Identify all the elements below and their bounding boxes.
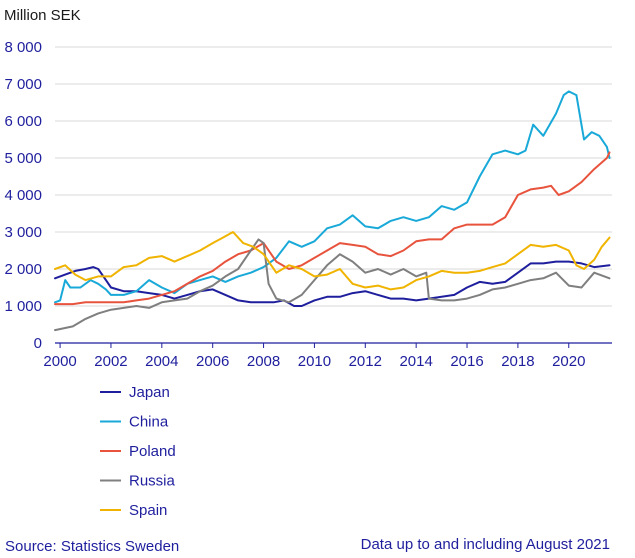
y-tick-label: 6 000 <box>4 113 42 130</box>
legend-label-japan: Japan <box>129 384 170 401</box>
x-tick-label: 2002 <box>94 353 127 370</box>
x-tick-label: 2008 <box>247 353 280 370</box>
y-tick-label: 7 000 <box>4 76 42 93</box>
x-tick-label: 2004 <box>145 353 178 370</box>
x-tick-label: 2012 <box>349 353 382 370</box>
series-line-spain <box>54 231 611 291</box>
y-tick-label: 1 000 <box>4 298 42 315</box>
series-lines <box>54 90 611 332</box>
x-tick-label: 2016 <box>450 353 483 370</box>
data-range-note: Data up to and including August 2021 <box>361 536 610 553</box>
legend: Japan China Poland Russia Spain <box>100 384 176 519</box>
x-tick-label: 2014 <box>399 353 432 370</box>
series-line-russia <box>54 238 611 332</box>
y-tick-label: 8 000 <box>4 39 42 56</box>
x-tick-label: 2000 <box>43 353 76 370</box>
y-axis-label: Million SEK <box>4 7 81 24</box>
y-tick-label: 4 000 <box>4 187 42 204</box>
x-tick-label: 2018 <box>501 353 534 370</box>
series-line-china <box>54 90 611 304</box>
legend-label-poland: Poland <box>129 443 176 460</box>
y-tick-label: 0 <box>34 335 42 352</box>
y-tick-label: 3 000 <box>4 224 42 241</box>
y-axis-ticks: 0 1 000 2 000 3 000 4 000 5 000 6 000 7 000 8 00… <box>4 39 42 352</box>
y-tick-label: 2 000 <box>4 261 42 278</box>
series-line-japan <box>54 260 611 307</box>
source-note: Source: Statistics Sweden <box>5 538 179 555</box>
x-tick-label: 2010 <box>298 353 331 370</box>
series-line-poland <box>54 151 611 306</box>
legend-label-china: China <box>129 414 169 431</box>
x-tick-label: 2006 <box>196 353 229 370</box>
x-axis-ticks: 2000 2002 2004 2006 2008 2010 2012 2014 2016 2018… <box>43 343 585 370</box>
legend-label-spain: Spain <box>129 502 167 519</box>
y-tick-label: 5 000 <box>4 150 42 167</box>
gridlines <box>55 46 612 307</box>
legend-label-russia: Russia <box>129 473 176 490</box>
x-tick-label: 2020 <box>552 353 585 370</box>
